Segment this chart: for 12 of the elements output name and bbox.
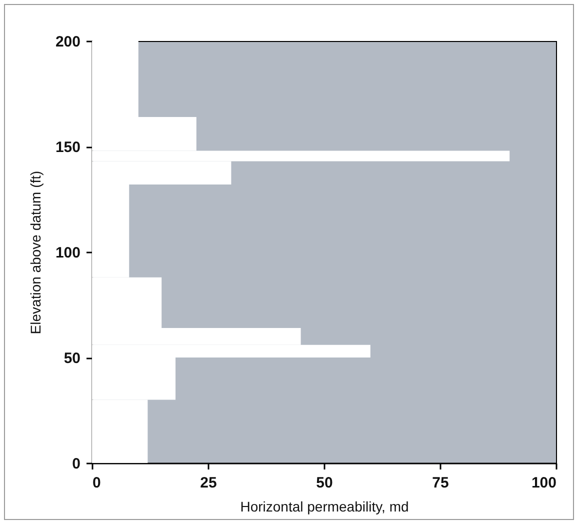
x-tick-label: 100: [531, 474, 556, 492]
x-tick-label: 25: [200, 474, 217, 492]
x-tick-label: 0: [92, 474, 101, 492]
x-tick-label: 50: [316, 474, 333, 492]
y-tick-label: 150: [55, 139, 80, 156]
y-tick-label: 200: [55, 34, 80, 50]
x-tick-label: 75: [432, 474, 449, 492]
y-tick-label: 0: [72, 456, 80, 472]
y-axis-title: Elevation above datum (ft): [27, 170, 44, 334]
y-tick-label: 50: [64, 350, 80, 367]
x-axis-title: Horizontal permeability, md: [240, 498, 409, 514]
y-tick-label: 100: [55, 244, 80, 262]
